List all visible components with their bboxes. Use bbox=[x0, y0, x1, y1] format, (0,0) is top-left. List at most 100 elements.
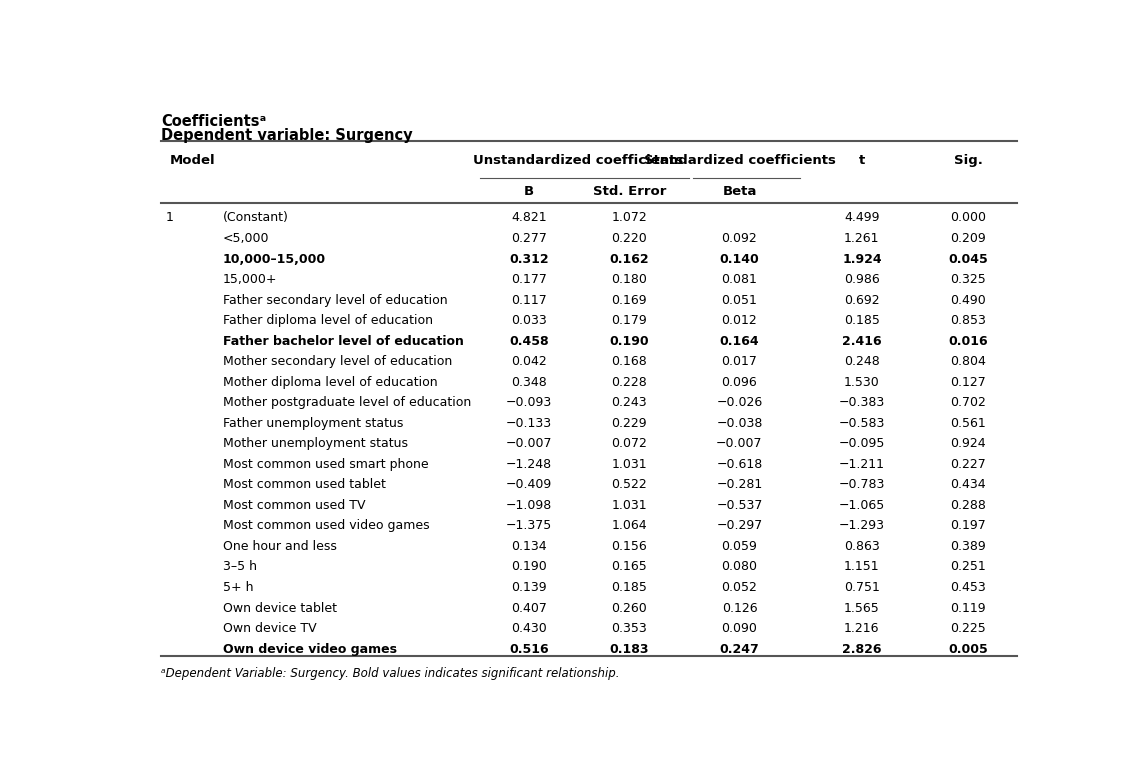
Text: Mother unemployment status: Mother unemployment status bbox=[223, 438, 408, 450]
Text: 0.516: 0.516 bbox=[510, 643, 548, 656]
Text: 0.561: 0.561 bbox=[950, 417, 986, 430]
Text: 0.134: 0.134 bbox=[512, 540, 547, 553]
Text: 0.051: 0.051 bbox=[721, 293, 757, 307]
Text: 0.096: 0.096 bbox=[721, 376, 757, 388]
Text: 0.197: 0.197 bbox=[950, 519, 986, 533]
Text: −0.007: −0.007 bbox=[506, 438, 552, 450]
Text: Unstandardized coefficients: Unstandardized coefficients bbox=[473, 154, 684, 167]
Text: Father diploma level of education: Father diploma level of education bbox=[223, 314, 433, 327]
Text: 0.190: 0.190 bbox=[512, 561, 547, 573]
Text: Own device TV: Own device TV bbox=[223, 622, 317, 635]
Text: 1.216: 1.216 bbox=[844, 622, 879, 635]
Text: 0.156: 0.156 bbox=[611, 540, 647, 553]
Text: 0.190: 0.190 bbox=[609, 335, 649, 348]
Text: −1.098: −1.098 bbox=[506, 499, 552, 512]
Text: 0.453: 0.453 bbox=[950, 581, 986, 594]
Text: 1.031: 1.031 bbox=[611, 499, 647, 512]
Text: 0.229: 0.229 bbox=[611, 417, 647, 430]
Text: 10,000–15,000: 10,000–15,000 bbox=[223, 253, 326, 265]
Text: Standardized coefficients: Standardized coefficients bbox=[643, 154, 836, 167]
Text: 0.243: 0.243 bbox=[611, 396, 647, 410]
Text: 0.986: 0.986 bbox=[844, 273, 879, 286]
Text: 0.005: 0.005 bbox=[948, 643, 988, 656]
Text: 0.168: 0.168 bbox=[611, 355, 647, 368]
Text: 0.017: 0.017 bbox=[721, 355, 757, 368]
Text: −0.618: −0.618 bbox=[717, 458, 763, 471]
Text: −1.293: −1.293 bbox=[839, 519, 885, 533]
Text: 0.164: 0.164 bbox=[719, 335, 759, 348]
Text: 15,000+: 15,000+ bbox=[223, 273, 277, 286]
Text: −0.038: −0.038 bbox=[717, 417, 763, 430]
Text: 4.499: 4.499 bbox=[844, 211, 879, 225]
Text: (Constant): (Constant) bbox=[223, 211, 289, 225]
Text: 1.565: 1.565 bbox=[844, 601, 879, 615]
Text: 0.081: 0.081 bbox=[721, 273, 757, 286]
Text: 0.209: 0.209 bbox=[950, 232, 986, 245]
Text: 0.853: 0.853 bbox=[950, 314, 986, 327]
Text: 1.064: 1.064 bbox=[611, 519, 647, 533]
Text: 1.530: 1.530 bbox=[844, 376, 879, 388]
Text: 0.348: 0.348 bbox=[512, 376, 547, 388]
Text: 2.826: 2.826 bbox=[843, 643, 882, 656]
Text: 5+ h: 5+ h bbox=[223, 581, 253, 594]
Text: Mother postgraduate level of education: Mother postgraduate level of education bbox=[223, 396, 472, 410]
Text: 0.162: 0.162 bbox=[609, 253, 649, 265]
Text: 0.119: 0.119 bbox=[950, 601, 986, 615]
Text: 0.183: 0.183 bbox=[609, 643, 649, 656]
Text: 0.059: 0.059 bbox=[721, 540, 757, 553]
Text: −0.007: −0.007 bbox=[716, 438, 763, 450]
Text: 1.924: 1.924 bbox=[842, 253, 882, 265]
Text: 0.033: 0.033 bbox=[512, 314, 547, 327]
Text: −0.583: −0.583 bbox=[838, 417, 885, 430]
Text: −0.281: −0.281 bbox=[717, 478, 763, 491]
Text: −0.095: −0.095 bbox=[838, 438, 885, 450]
Text: 1.261: 1.261 bbox=[844, 232, 879, 245]
Text: 0.702: 0.702 bbox=[950, 396, 986, 410]
Text: 0.179: 0.179 bbox=[611, 314, 647, 327]
Text: ᵃDependent Variable: Surgency. Bold values indicates significant relationship.: ᵃDependent Variable: Surgency. Bold valu… bbox=[160, 667, 619, 680]
Text: 0.430: 0.430 bbox=[512, 622, 547, 635]
Text: 1.151: 1.151 bbox=[844, 561, 879, 573]
Text: −0.093: −0.093 bbox=[506, 396, 552, 410]
Text: 0.692: 0.692 bbox=[844, 293, 879, 307]
Text: Own device video games: Own device video games bbox=[223, 643, 397, 656]
Text: 0.434: 0.434 bbox=[950, 478, 986, 491]
Text: 0.288: 0.288 bbox=[950, 499, 986, 512]
Text: Most common used smart phone: Most common used smart phone bbox=[223, 458, 428, 471]
Text: 0.804: 0.804 bbox=[950, 355, 986, 368]
Text: −0.783: −0.783 bbox=[838, 478, 885, 491]
Text: 0.248: 0.248 bbox=[844, 355, 879, 368]
Text: 0.247: 0.247 bbox=[719, 643, 759, 656]
Text: Beta: Beta bbox=[722, 186, 757, 198]
Text: B: B bbox=[524, 186, 535, 198]
Text: 0.458: 0.458 bbox=[510, 335, 548, 348]
Text: 0.407: 0.407 bbox=[511, 601, 547, 615]
Text: Sig.: Sig. bbox=[954, 154, 982, 167]
Text: Most common used TV: Most common used TV bbox=[223, 499, 365, 512]
Text: t: t bbox=[859, 154, 864, 167]
Text: 0.490: 0.490 bbox=[950, 293, 986, 307]
Text: Dependent variable: Surgency: Dependent variable: Surgency bbox=[160, 128, 412, 143]
Text: 0.090: 0.090 bbox=[721, 622, 757, 635]
Text: 1: 1 bbox=[166, 211, 174, 225]
Text: −0.297: −0.297 bbox=[717, 519, 763, 533]
Text: 0.117: 0.117 bbox=[512, 293, 547, 307]
Text: 0.127: 0.127 bbox=[950, 376, 986, 388]
Text: 2.416: 2.416 bbox=[842, 335, 882, 348]
Text: 0.165: 0.165 bbox=[611, 561, 647, 573]
Text: 0.045: 0.045 bbox=[948, 253, 988, 265]
Text: −0.409: −0.409 bbox=[506, 478, 552, 491]
Text: 0.277: 0.277 bbox=[511, 232, 547, 245]
Text: 0.072: 0.072 bbox=[611, 438, 647, 450]
Text: Coefficientsᵃ: Coefficientsᵃ bbox=[160, 114, 266, 129]
Text: 4.821: 4.821 bbox=[512, 211, 547, 225]
Text: 0.012: 0.012 bbox=[721, 314, 757, 327]
Text: 0.225: 0.225 bbox=[950, 622, 986, 635]
Text: 0.312: 0.312 bbox=[510, 253, 548, 265]
Text: 0.180: 0.180 bbox=[611, 273, 647, 286]
Text: Father bachelor level of education: Father bachelor level of education bbox=[223, 335, 464, 348]
Text: 0.522: 0.522 bbox=[611, 478, 647, 491]
Text: −0.383: −0.383 bbox=[839, 396, 885, 410]
Text: 0.092: 0.092 bbox=[721, 232, 757, 245]
Text: −0.026: −0.026 bbox=[717, 396, 763, 410]
